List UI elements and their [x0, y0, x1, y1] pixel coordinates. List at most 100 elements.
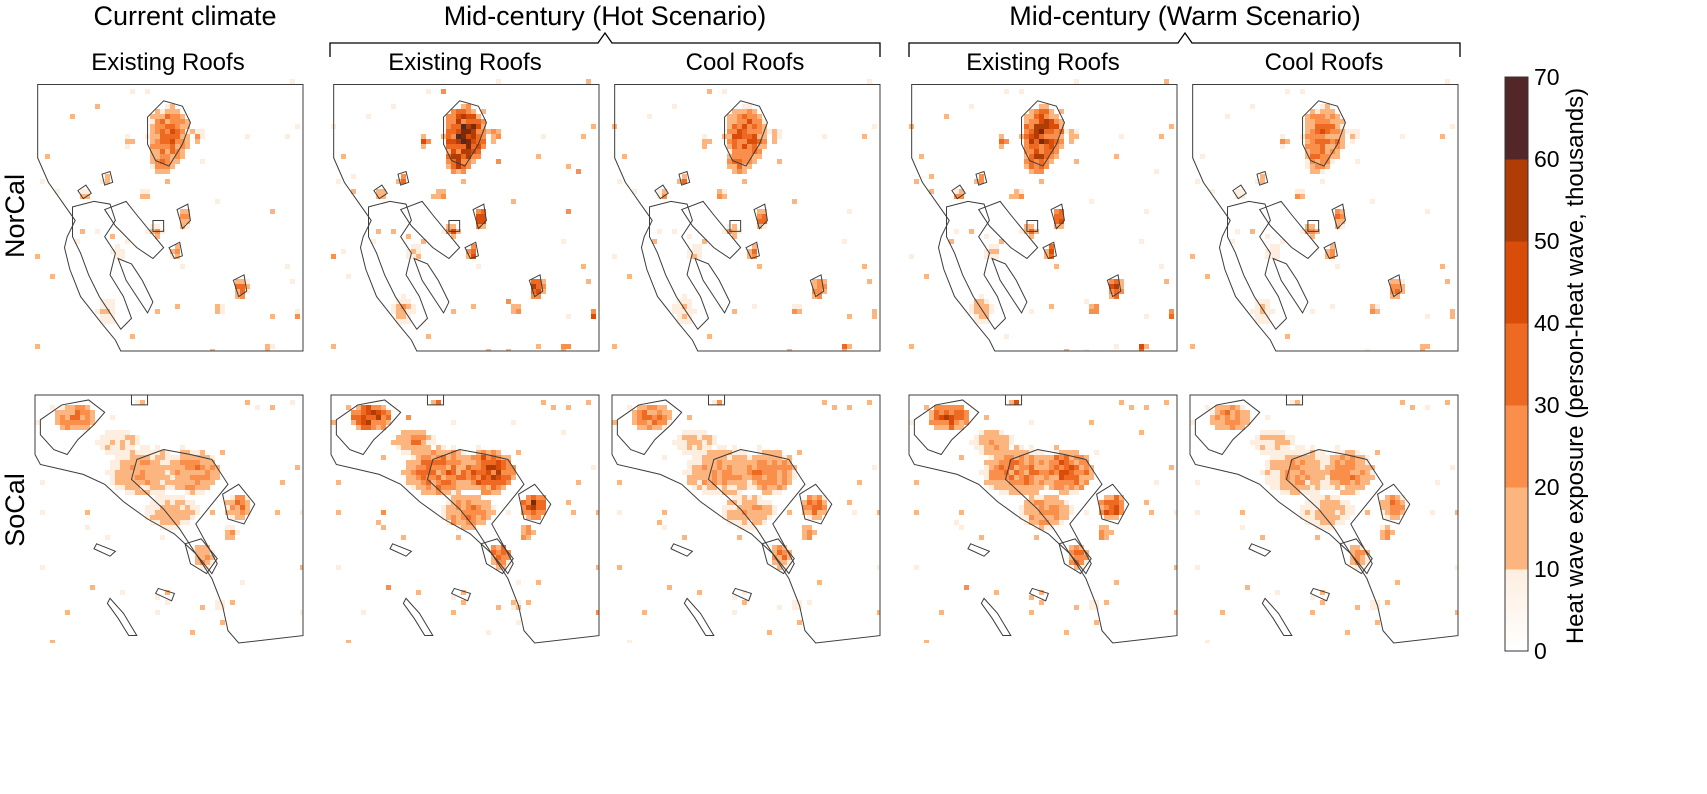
map-outlines — [615, 84, 880, 351]
region-outline — [1303, 101, 1346, 166]
exposure-cells — [1190, 79, 1455, 351]
map-panel — [612, 79, 880, 354]
region-outline — [1262, 598, 1291, 635]
column-title-hot-existing: Existing Roofs — [388, 49, 541, 76]
colorbar-band — [1505, 487, 1528, 570]
region-outline — [1195, 400, 1259, 455]
scenario-title-warm: Mid-century (Warm Scenario) — [1009, 1, 1361, 31]
scenario-headers: Current climate Mid-century (Hot Scenari… — [93, 1, 1360, 31]
colorbar-tick-label: 0 — [1534, 638, 1547, 664]
map-outlines — [909, 395, 1177, 643]
region-outline — [1308, 220, 1319, 231]
map-outlines — [1193, 84, 1458, 351]
region-outline — [1257, 171, 1268, 185]
region-outline — [952, 185, 965, 199]
region-outline — [1107, 275, 1120, 297]
region-outline — [992, 259, 1027, 313]
region-outline — [671, 544, 692, 556]
region-outline — [427, 395, 443, 405]
region-outline — [695, 259, 730, 313]
region-outline — [1260, 201, 1319, 258]
column-headers: Existing Roofs Existing Roofs Cool Roofs… — [91, 49, 1383, 76]
region-outline — [177, 204, 190, 228]
colorbar-label: Heat wave exposure (person-heat wave, th… — [1562, 88, 1589, 644]
region-outline — [369, 201, 428, 329]
map-panel — [331, 79, 599, 354]
exposure-cells — [909, 400, 1177, 643]
map-outlines — [331, 395, 599, 643]
map-panel — [35, 79, 303, 354]
region-outline — [131, 395, 147, 405]
colorbar-bands — [1505, 77, 1528, 652]
region-outline — [1286, 395, 1302, 405]
region-outline — [1043, 242, 1056, 258]
colorbar-ticks: 0 10 20 30 40 50 60 70 — [1534, 64, 1560, 664]
exposure-cells — [35, 400, 303, 643]
exposure-cells — [1190, 400, 1458, 643]
region-outline — [1190, 395, 1458, 643]
region-outline — [1027, 220, 1038, 231]
region-outline — [612, 395, 880, 643]
region-outline — [762, 539, 794, 574]
row-label-socal: SoCal — [0, 473, 30, 547]
region-outline — [118, 259, 153, 313]
region-outline — [78, 185, 91, 199]
region-outline — [979, 201, 1038, 258]
region-outline — [1233, 185, 1246, 199]
colorbar-band — [1505, 405, 1528, 488]
colorbar-tick-label: 30 — [1534, 392, 1560, 418]
exposure-cells — [612, 400, 880, 643]
region-outline — [444, 101, 487, 166]
region-outline — [1228, 201, 1287, 329]
region-outline — [679, 171, 690, 185]
region-outline — [682, 201, 741, 258]
bracket-warm — [908, 31, 1461, 57]
map-panel — [1190, 79, 1458, 354]
region-outline — [102, 171, 113, 185]
region-outline — [529, 275, 542, 297]
region-outline — [800, 484, 832, 524]
region-outline — [390, 544, 411, 556]
region-outline — [465, 242, 478, 258]
colorbar-band — [1505, 323, 1528, 406]
colorbar-band — [1505, 77, 1528, 160]
colorbar-tick-label: 40 — [1534, 310, 1560, 336]
region-outline — [131, 450, 227, 574]
colorbar-tick-label: 50 — [1534, 228, 1560, 254]
region-outline — [754, 204, 767, 228]
region-outline — [708, 395, 724, 405]
region-outline — [1273, 259, 1308, 313]
column-title-warm-existing: Existing Roofs — [966, 49, 1119, 76]
row-label-norcal: NorCal — [0, 174, 30, 258]
row-labels: NorCal SoCal — [0, 174, 30, 547]
region-outline — [156, 588, 175, 600]
exposure-cells — [909, 79, 1174, 351]
region-outline — [1332, 204, 1345, 228]
map-panel — [612, 395, 882, 645]
map-panel — [909, 79, 1177, 354]
region-outline — [153, 220, 164, 231]
region-outline — [427, 450, 523, 574]
region-outline — [1286, 450, 1382, 574]
region-outline — [912, 84, 1177, 351]
column-title-hot-cool: Cool Roofs — [686, 49, 805, 76]
region-outline — [684, 598, 713, 635]
scenario-title-current: Current climate — [93, 1, 276, 31]
map-outlines — [912, 84, 1177, 351]
region-outline — [105, 201, 164, 258]
colorbar-frame — [1504, 76, 1529, 652]
region-outline — [398, 171, 409, 185]
region-outline — [909, 395, 1177, 643]
region-outline — [650, 201, 709, 329]
region-outline — [1340, 539, 1372, 574]
exposure-cells — [331, 79, 596, 351]
exposure-cells — [331, 400, 599, 643]
region-outline — [981, 598, 1010, 635]
region-outline — [35, 395, 303, 643]
region-outline — [40, 400, 104, 455]
region-outline — [810, 275, 823, 297]
region-outline — [1324, 242, 1337, 258]
region-outline — [452, 588, 471, 600]
region-outline — [331, 395, 599, 643]
region-outline — [334, 84, 599, 351]
